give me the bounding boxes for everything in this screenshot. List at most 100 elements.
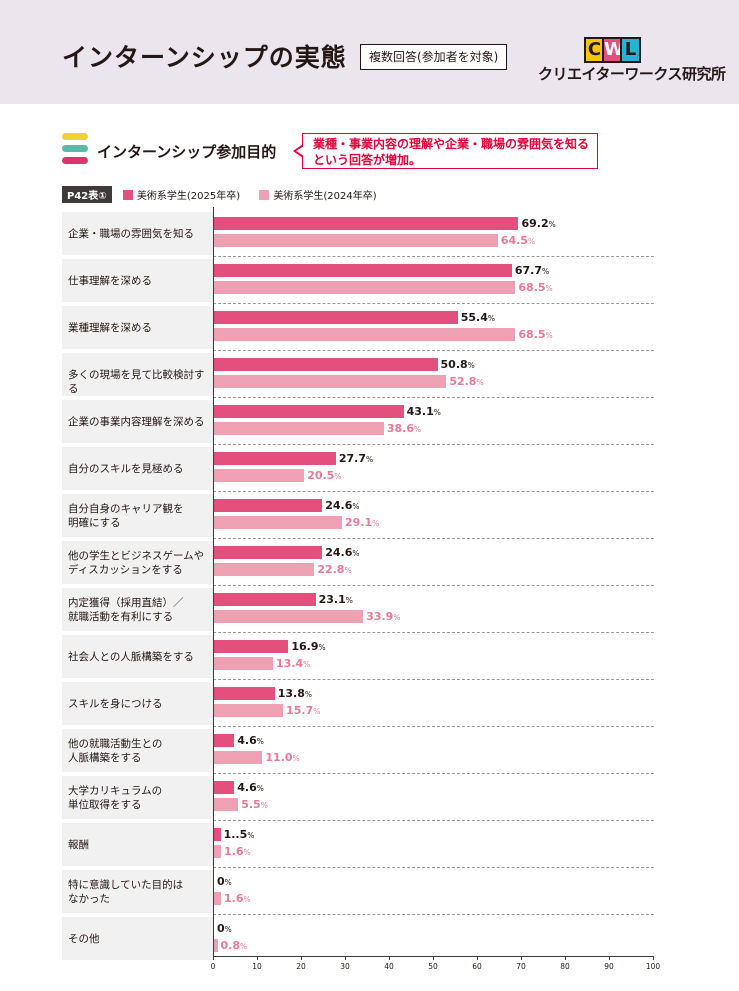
category-label: 仕事理解を深める	[68, 274, 213, 288]
value-label-2025: 4.6%	[237, 781, 264, 795]
category-label: 特に意識していた目的は なかった	[68, 878, 213, 906]
row-separator	[213, 256, 654, 257]
value-label-2025: 55.4%	[461, 311, 495, 325]
bar-2024	[214, 281, 516, 294]
category-label-line: 企業の事業内容理解を深める	[68, 415, 205, 428]
value-number: 24.6	[325, 546, 353, 559]
value-label-2025: 24.6%	[325, 546, 359, 560]
value-number: 20.5	[307, 469, 335, 482]
category-label-line: なかった	[68, 892, 110, 905]
value-label-2024: 20.5%	[307, 469, 341, 483]
row-separator	[213, 773, 654, 774]
bar-2024	[214, 375, 447, 388]
pill-pink	[62, 157, 88, 164]
category-background	[62, 870, 213, 913]
value-number: 68.5	[518, 328, 546, 341]
legend-swatch-2025	[122, 190, 133, 200]
value-number: 0	[217, 922, 225, 935]
category-background	[62, 306, 213, 349]
legend-item-2025: 美術系学生(2025年卒)	[122, 187, 241, 202]
row-separator	[213, 444, 654, 445]
bar-2024	[214, 939, 218, 952]
bar-2025	[214, 311, 458, 324]
row-separator	[213, 585, 654, 586]
legend-item-2024: 美術系学生(2024年卒)	[259, 187, 377, 202]
category-background	[62, 400, 213, 443]
value-percent-sign: %	[545, 284, 553, 293]
category-label-line: 報酬	[68, 838, 89, 851]
value-number: 50.8	[440, 358, 468, 371]
value-number: 69.2	[521, 217, 549, 230]
x-axis-tick	[213, 956, 214, 960]
bar-2024	[214, 563, 315, 576]
category-label-line: 他の就職活動生との	[68, 737, 163, 750]
category-background	[62, 917, 213, 960]
legend-label-2025: 美術系学生(2025年卒)	[136, 191, 241, 202]
category-label: 多くの現場を見て比較検討する	[68, 368, 213, 396]
x-axis-tick-label: 70	[516, 962, 526, 971]
category-label: 自分自身のキャリア観を 明確にする	[68, 502, 213, 530]
x-axis-tick	[653, 956, 654, 960]
value-number: 4.6	[237, 734, 257, 747]
category-background	[62, 588, 213, 631]
callout-line-2: という回答が増加。	[313, 153, 422, 167]
x-axis-tick-label: 60	[472, 962, 482, 971]
pill-teal	[62, 145, 88, 152]
bar-2024	[214, 422, 384, 435]
value-number: 23.1	[318, 593, 346, 606]
row-separator	[213, 632, 654, 633]
value-number: 1.6	[224, 892, 244, 905]
value-number: 64.5	[500, 234, 528, 247]
scope-label: 複数回答(参加者を対象)	[360, 44, 508, 70]
value-percent-sign: %	[243, 848, 251, 857]
bar-2025	[214, 640, 289, 653]
value-label-2024: 38.6%	[387, 422, 421, 436]
value-label-2024: 1.6%	[224, 845, 251, 859]
value-label-2025: 69.2%	[521, 217, 555, 231]
value-label-2024: 64.5%	[501, 234, 535, 248]
section-subtitle: インターンシップ参加目的	[97, 143, 277, 161]
category-label-line: 自分自身のキャリア観を	[68, 502, 184, 515]
value-label-2024: 52.8%	[449, 375, 483, 389]
x-axis-tick	[345, 956, 346, 960]
x-axis-tick-label: 10	[252, 962, 262, 971]
value-percent-sign: %	[334, 472, 342, 481]
category-label-line: 自分のスキルを見極める	[68, 462, 184, 475]
value-percent-sign: %	[433, 408, 441, 417]
value-label-2024: 15.7%	[286, 704, 320, 718]
value-number: 24.6	[325, 499, 353, 512]
x-axis-tick	[521, 956, 522, 960]
category-label: 内定獲得（採用直結）／ 就職活動を有利にする	[68, 596, 213, 624]
value-percent-sign: %	[243, 895, 251, 904]
value-percent-sign: %	[224, 925, 232, 934]
x-axis-tick	[565, 956, 566, 960]
value-percent-sign: %	[247, 831, 255, 840]
bar-2024	[214, 798, 239, 811]
value-number: 1..5	[223, 828, 248, 841]
value-label-2024: 0.8%	[221, 939, 248, 953]
chart-legend: P42表① 美術系学生(2025年卒) 美術系学生(2024年卒)	[62, 186, 393, 203]
category-label-line: 社会人との人脈構築をする	[68, 650, 194, 663]
value-label-2025: 0%	[217, 922, 232, 936]
bar-2024	[214, 234, 498, 247]
value-label-2025: 43.1%	[407, 405, 441, 419]
value-percent-sign: %	[345, 596, 353, 605]
value-percent-sign: %	[413, 425, 422, 434]
value-label-2024: 68.5%	[518, 281, 552, 295]
row-separator	[213, 538, 654, 539]
value-number: 1.6	[224, 845, 244, 858]
category-label-line: 他の学生とビジネスゲームや	[68, 549, 205, 562]
category-background	[62, 541, 213, 584]
value-number: 13.4	[275, 657, 304, 670]
bar-2025	[214, 264, 512, 277]
category-label-line: ディスカッションをする	[68, 563, 183, 576]
category-label: スキルを身につける	[68, 697, 213, 711]
value-percent-sign: %	[393, 613, 401, 622]
x-axis-tick	[609, 956, 610, 960]
value-percent-sign: %	[548, 220, 556, 229]
value-number: 0	[217, 875, 225, 888]
callout-line-1: 業種・事業内容の理解や企業・職場の雰囲気を知る	[313, 137, 590, 151]
bar-2025	[214, 828, 221, 841]
bar-2025	[214, 217, 519, 230]
value-label-2024: 29.1%	[345, 516, 379, 530]
